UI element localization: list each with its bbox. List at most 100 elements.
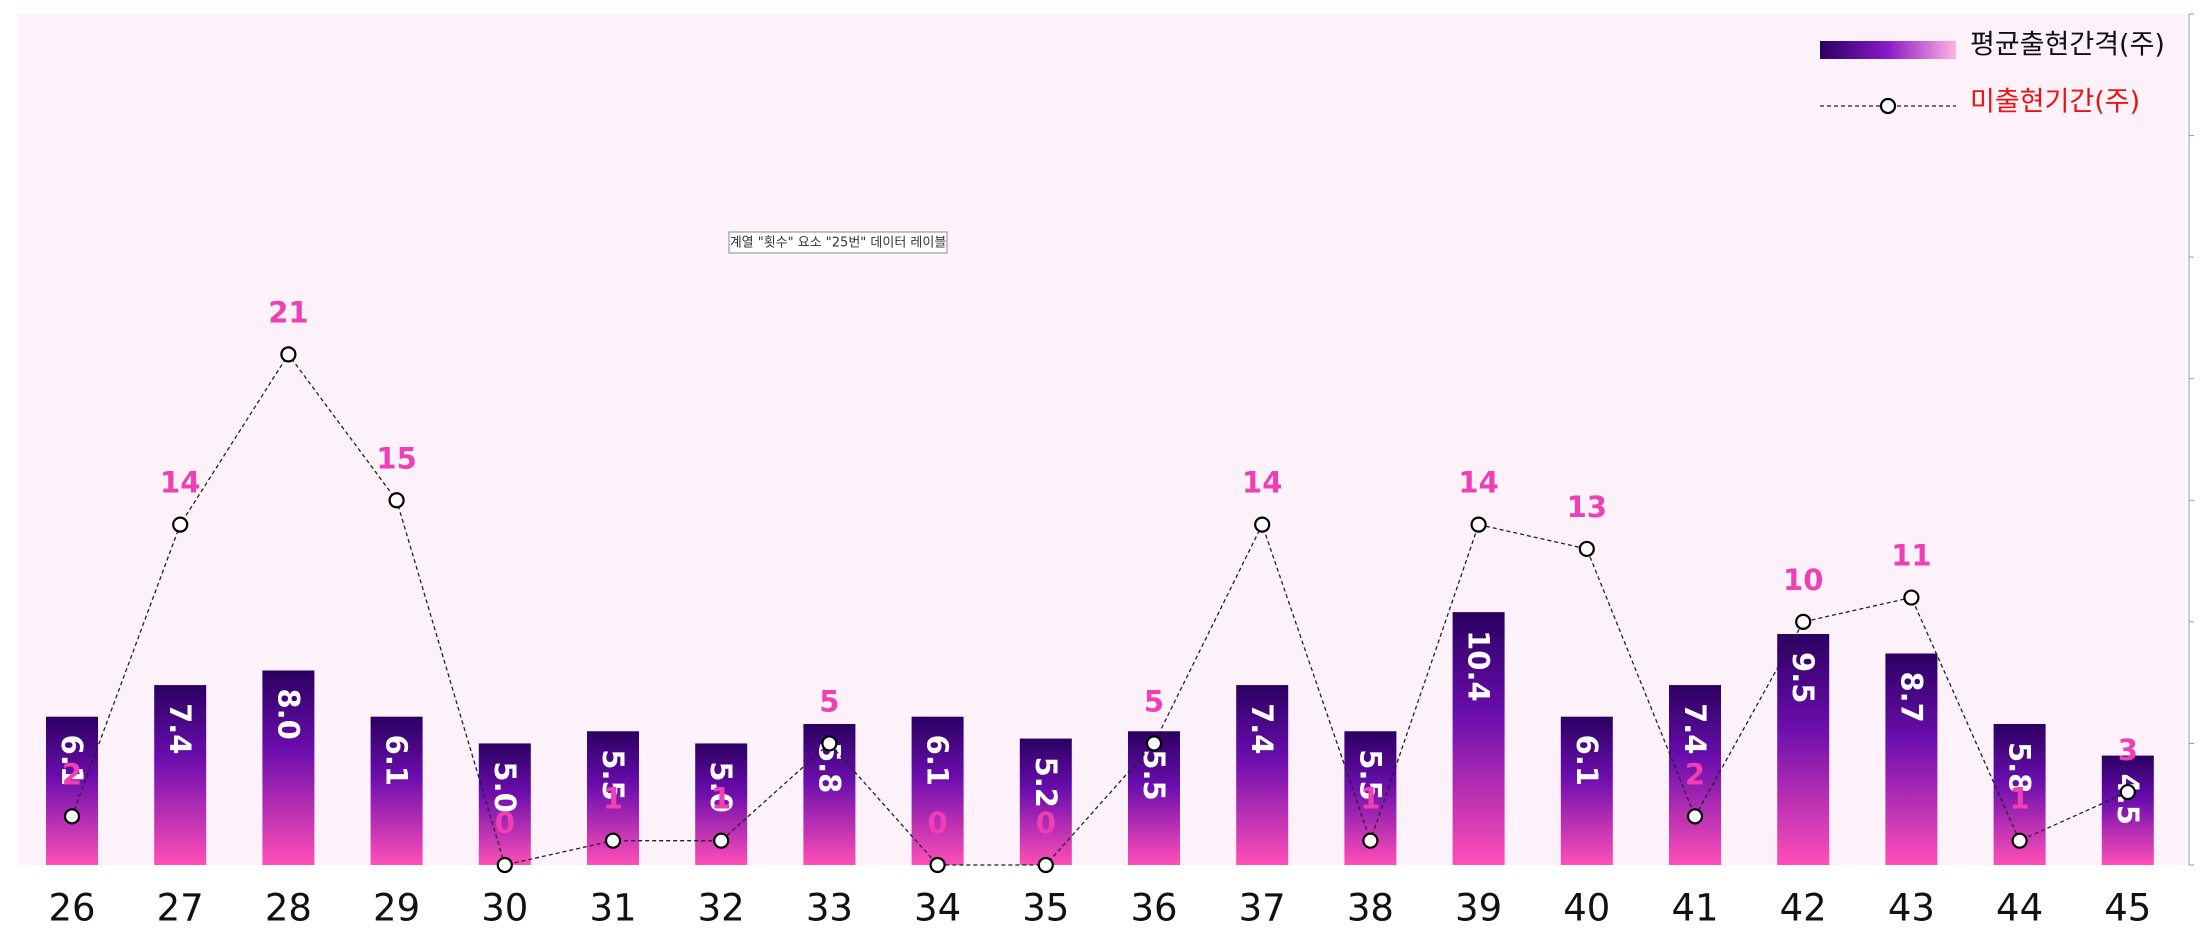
line-marker-36[interactable] <box>1145 735 1163 752</box>
bar-34[interactable] <box>911 716 964 865</box>
bar-39[interactable] <box>1452 612 1505 865</box>
bar-37[interactable] <box>1236 685 1289 865</box>
x-tick-label: 27 <box>157 887 204 930</box>
bar-value-label: 5.5 <box>1353 749 1387 800</box>
bar-value-label: 8.7 <box>1894 671 1928 722</box>
bar-29[interactable] <box>370 716 423 865</box>
x-tick-label: 37 <box>1239 887 1286 930</box>
line-value-label: 13 <box>1567 490 1607 524</box>
line-marker-30[interactable] <box>496 856 513 874</box>
line-value-label: 5 <box>819 684 839 718</box>
x-tick-label: 39 <box>1455 887 1502 930</box>
legend-label-bar: 평균출현간격(주) <box>1970 30 2165 61</box>
x-tick-label: 31 <box>589 887 636 930</box>
x-tick-label: 29 <box>373 887 420 930</box>
bar-value-label: 9.5 <box>1786 652 1820 703</box>
bar-26[interactable] <box>46 716 98 865</box>
line-value-label: 2 <box>62 757 82 791</box>
bar-value-label: 5.2 <box>1029 757 1063 808</box>
x-tick-label: 44 <box>1996 887 2043 930</box>
bar-41[interactable] <box>1669 685 1721 865</box>
line-value-label: 14 <box>1458 466 1498 500</box>
line-series-path <box>71 353 2129 866</box>
line-value-label: 15 <box>376 441 416 475</box>
bar-value-label: 6.1 <box>1570 735 1604 786</box>
bar-value-label: 7.4 <box>1245 703 1279 754</box>
bar-40[interactable] <box>1560 716 1613 865</box>
line-marker-42[interactable] <box>1795 613 1812 630</box>
line-value-label: 1 <box>603 782 623 816</box>
bar-value-label: 5.5 <box>1137 749 1171 800</box>
line-marker-26[interactable] <box>63 808 81 825</box>
line-marker-33[interactable] <box>821 735 838 752</box>
x-tick-label: 35 <box>1022 887 1069 930</box>
bar-value-label: 7.4 <box>1678 703 1712 754</box>
x-tick-label: 43 <box>1888 887 1935 930</box>
bar-30[interactable] <box>478 743 531 865</box>
tooltip-text: 계열 "횟수" 요소 "25번" 데이터 레이블 <box>730 236 947 251</box>
bar-35[interactable] <box>1019 738 1072 865</box>
line-marker-31[interactable] <box>604 832 622 849</box>
x-tick-label: 32 <box>698 887 745 930</box>
x-tick-label: 42 <box>1780 887 1827 930</box>
line-value-label: 10 <box>1783 563 1823 597</box>
bar-43[interactable] <box>1885 653 1938 865</box>
line-value-label: 1 <box>711 782 731 816</box>
line-value-label: 21 <box>268 295 308 329</box>
line-marker-27[interactable] <box>172 516 189 533</box>
bar-value-label: 5.0 <box>704 761 738 812</box>
bar-value-label: 6.1 <box>380 735 414 786</box>
line-marker-29[interactable] <box>388 492 405 509</box>
line-value-label: 14 <box>1242 466 1282 500</box>
line-marker-28[interactable] <box>280 346 297 363</box>
line-value-label: 1 <box>2010 782 2030 816</box>
line-marker-44[interactable] <box>2011 832 2028 849</box>
line-marker-41[interactable] <box>1686 808 1704 825</box>
line-value-label: 0 <box>928 806 948 840</box>
line-value-label: 0 <box>1036 806 1056 840</box>
bar-36[interactable] <box>1128 731 1180 865</box>
x-tick-label: 45 <box>2104 887 2151 930</box>
bar-45[interactable] <box>2101 755 2154 865</box>
line-marker-38[interactable] <box>1362 832 1379 849</box>
line-value-label: 14 <box>160 466 200 500</box>
bar-value-label: 10.4 <box>1462 630 1496 702</box>
bar-28[interactable] <box>262 670 315 865</box>
line-value-label: 2 <box>1685 757 1705 791</box>
line-value-label: 0 <box>495 806 515 840</box>
legend-swatch-bar <box>1820 41 1956 59</box>
line-value-label: 5 <box>1144 684 1164 718</box>
line-marker-43[interactable] <box>1903 589 1920 606</box>
line-value-label: 11 <box>1891 539 1931 573</box>
line-marker-45[interactable] <box>2119 783 2136 801</box>
x-tick-label: 36 <box>1130 887 1177 930</box>
bar-value-label: 5.5 <box>596 749 630 800</box>
plot-area <box>18 14 2186 865</box>
x-tick-label: 38 <box>1347 887 1394 930</box>
line-marker-39[interactable] <box>1470 516 1487 533</box>
bar-42[interactable] <box>1777 634 1830 865</box>
x-tick-label: 26 <box>48 887 95 930</box>
bar-value-label: 5.8 <box>2003 742 2037 793</box>
x-tick-label: 30 <box>481 887 528 930</box>
bar-27[interactable] <box>154 685 207 865</box>
legend-label-line: 미출현기간(주) <box>1970 87 2140 118</box>
x-tick-label: 33 <box>806 887 853 930</box>
bar-value-label: 5.0 <box>488 761 522 812</box>
bar-value-label: 6.1 <box>921 735 955 786</box>
line-value-label: 1 <box>1360 782 1380 816</box>
line-marker-37[interactable] <box>1254 516 1271 533</box>
x-tick-label: 40 <box>1563 887 1610 930</box>
x-tick-label: 34 <box>914 887 961 930</box>
legend-swatch-marker <box>1879 97 1897 115</box>
line-value-label: 3 <box>2118 733 2138 767</box>
x-tick-label: 41 <box>1671 887 1718 930</box>
line-marker-32[interactable] <box>713 832 730 849</box>
tooltip-box <box>728 231 948 254</box>
line-marker-40[interactable] <box>1578 540 1595 558</box>
bar-value-label: 6.1 <box>55 735 89 786</box>
line-marker-35[interactable] <box>1037 856 1054 874</box>
line-marker-34[interactable] <box>929 856 946 874</box>
